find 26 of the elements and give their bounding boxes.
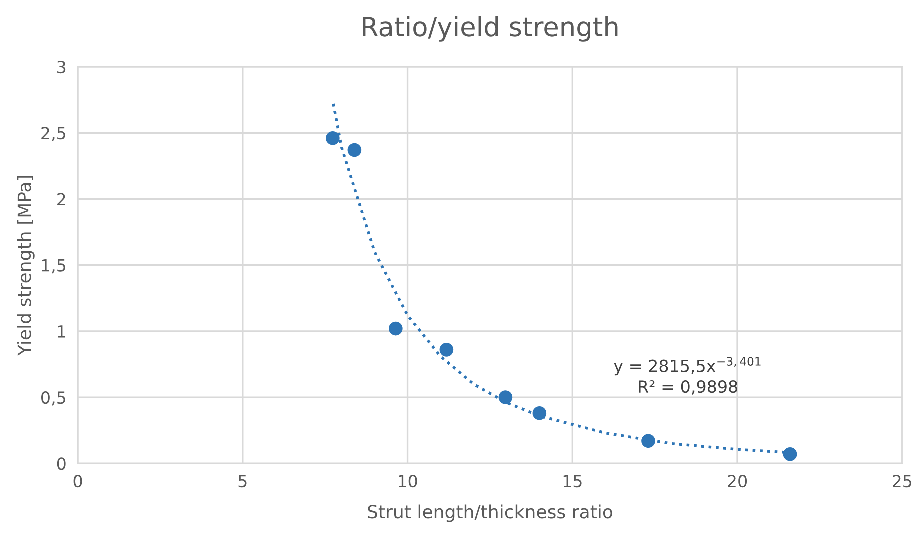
x-tick-label: 15 [564, 475, 582, 488]
point [783, 447, 798, 462]
x-tick-label: 10 [399, 475, 418, 488]
point [642, 434, 656, 448]
y-tick-label: 0 [57, 458, 66, 470]
y-tick-label: 1 [58, 326, 66, 338]
point [326, 131, 340, 146]
x-tick-label: 25 [893, 475, 912, 488]
chart-title: Ratio/yield strength [363, 16, 618, 42]
y-tick-label: 3 [58, 60, 66, 74]
point [498, 390, 513, 404]
point [532, 406, 547, 420]
annotation: R² = 0,9898 [639, 380, 738, 395]
y-axis-title: Yield strength [MPa] [17, 176, 35, 356]
x-axis-title: Strut length/thickness ratio [368, 504, 612, 522]
point [389, 322, 403, 336]
y-tick-label: 2,5 [42, 127, 66, 142]
x-tick-label: 20 [728, 475, 748, 488]
y-tick-label: 0,5 [42, 391, 66, 406]
point [348, 143, 362, 158]
y-tick-label: 1,5 [42, 260, 66, 274]
point [440, 343, 454, 357]
annotation: y = 2815,5x$^{−3,401}$ [614, 357, 761, 376]
x-tick-label: 0 [74, 475, 82, 488]
x-tick-label: 5 [238, 475, 247, 488]
y-tick-label: 2 [58, 193, 66, 206]
